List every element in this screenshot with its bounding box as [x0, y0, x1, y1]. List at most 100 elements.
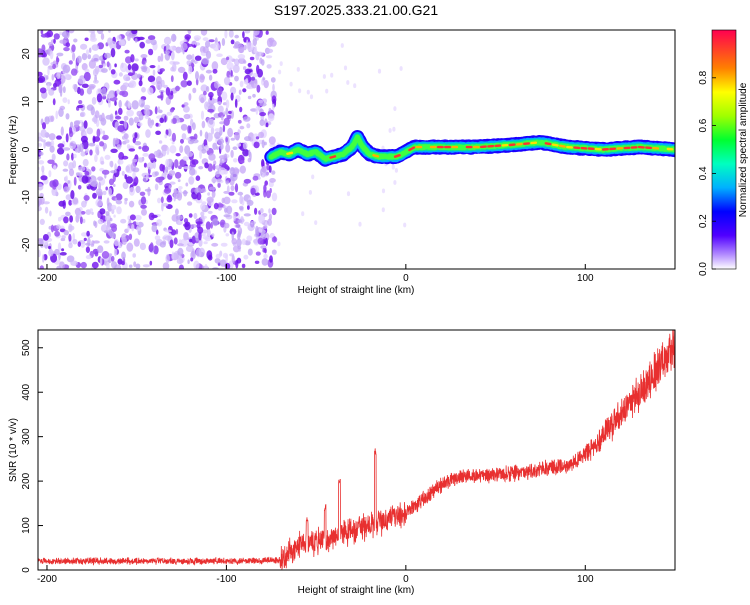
noise-speckle [201, 149, 206, 154]
noise-speckle [175, 172, 181, 179]
noise-speckle [164, 37, 171, 45]
y-tick-label: -20 [21, 237, 32, 252]
noise-speckle [141, 87, 146, 93]
noise-speckle [155, 184, 159, 191]
noise-speckle [116, 89, 120, 94]
noise-speckle [393, 106, 396, 111]
noise-speckle [238, 54, 245, 59]
noise-speckle [240, 160, 244, 163]
noise-speckle [105, 155, 111, 160]
noise-speckle [244, 222, 250, 226]
noise-speckle [68, 99, 70, 104]
noise-speckle [169, 145, 176, 153]
noise-speckle [267, 64, 272, 69]
noise-speckle [193, 261, 199, 270]
noise-speckle [234, 132, 240, 140]
noise-speckle [201, 111, 204, 120]
noise-speckle [204, 162, 209, 168]
noise-speckle [224, 77, 230, 86]
noise-speckle [126, 176, 133, 184]
noise-speckle [190, 258, 193, 262]
noise-speckle [185, 183, 188, 187]
noise-speckle [199, 150, 202, 159]
noise-speckle [143, 264, 150, 267]
noise-speckle [141, 67, 147, 72]
noise-speckle [166, 87, 170, 96]
noise-speckle [129, 32, 132, 38]
noise-speckle [59, 40, 67, 44]
noise-speckle [169, 46, 176, 51]
noise-speckle [211, 243, 218, 247]
noise-speckle [260, 208, 264, 213]
noise-speckle [221, 116, 224, 121]
noise-speckle [240, 81, 244, 87]
noise-speckle [99, 141, 104, 146]
noise-speckle [135, 38, 138, 43]
noise-speckle [123, 82, 129, 87]
noise-speckle [82, 84, 89, 88]
noise-speckle [119, 72, 123, 76]
noise-speckle [127, 225, 130, 231]
noise-speckle [69, 215, 73, 222]
colorbar-tick-label: 0.6 [698, 118, 709, 132]
noise-speckle [142, 146, 149, 152]
noise-speckle [183, 190, 187, 197]
noise-speckle [107, 61, 110, 67]
noise-speckle [75, 148, 79, 153]
noise-speckle [254, 208, 257, 215]
noise-speckle [98, 182, 101, 191]
noise-speckle [239, 206, 244, 210]
noise-speckle [196, 175, 201, 181]
noise-speckle [248, 150, 250, 157]
noise-speckle [256, 252, 261, 256]
noise-speckle [65, 212, 71, 217]
noise-speckle [260, 119, 265, 126]
noise-speckle [224, 214, 231, 217]
noise-speckle [270, 188, 272, 193]
noise-speckle [209, 119, 214, 124]
noise-speckle [195, 71, 199, 80]
noise-speckle [147, 87, 153, 95]
noise-speckle [60, 252, 67, 256]
noise-speckle [42, 57, 49, 66]
noise-speckle [172, 118, 177, 124]
noise-speckle [233, 168, 240, 174]
noise-speckle [65, 175, 68, 183]
noise-speckle [138, 157, 144, 162]
noise-speckle [108, 29, 111, 33]
noise-speckle [89, 60, 96, 69]
noise-speckle [139, 99, 142, 105]
noise-speckle [38, 160, 44, 164]
noise-speckle [195, 56, 202, 61]
noise-speckle [272, 250, 277, 255]
x-tick-label: 100 [577, 574, 594, 585]
noise-speckle [95, 66, 99, 75]
noise-speckle [118, 152, 124, 160]
noise-speckle [392, 127, 395, 132]
noise-speckle [47, 160, 54, 165]
noise-speckle [110, 114, 114, 122]
noise-speckle [122, 171, 125, 176]
x-tick-label: 0 [403, 574, 409, 585]
noise-speckle [207, 229, 211, 237]
noise-speckle [129, 265, 133, 268]
noise-speckle [217, 87, 223, 95]
noise-speckle [192, 122, 196, 130]
noise-speckle [258, 214, 265, 223]
noise-speckle [121, 252, 126, 260]
noise-speckle [259, 112, 266, 116]
noise-speckle [114, 80, 121, 85]
noise-speckle [277, 242, 280, 247]
noise-speckle [114, 138, 119, 145]
noise-speckle [117, 125, 125, 132]
noise-speckle [124, 200, 127, 204]
noise-speckle [211, 233, 214, 237]
noise-speckle [40, 87, 47, 93]
noise-speckle [114, 163, 117, 171]
noise-speckle [170, 108, 174, 112]
noise-speckle [91, 181, 98, 188]
noise-speckle [125, 166, 130, 173]
noise-speckle [237, 219, 242, 223]
noise-speckle [92, 97, 97, 105]
